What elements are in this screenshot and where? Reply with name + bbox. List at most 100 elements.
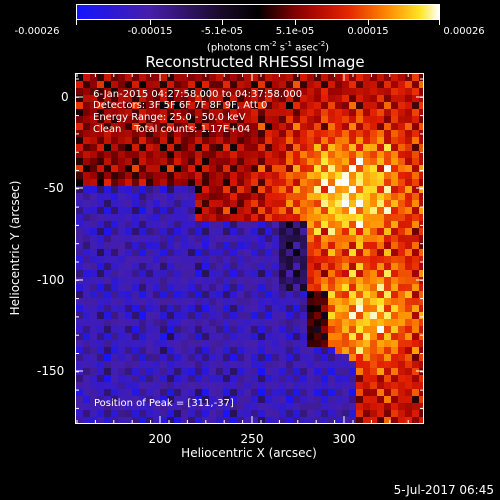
heatmap-cell (237, 74, 245, 82)
heatmap-cell (125, 151, 133, 159)
heatmap-cell (188, 417, 196, 423)
heatmap-cell (265, 102, 273, 110)
heatmap-cell (398, 235, 406, 243)
heatmap-cell (160, 396, 168, 404)
heatmap-cell (223, 193, 231, 201)
heatmap-cell (97, 95, 105, 103)
heatmap-cell (188, 256, 196, 264)
heatmap-cell (244, 116, 252, 124)
heatmap-cell (321, 186, 329, 194)
heatmap-cell (195, 214, 203, 222)
heatmap-cell (202, 221, 210, 229)
heatmap-cell (195, 242, 203, 250)
heatmap-cell (419, 151, 423, 159)
heatmap-cell (174, 382, 182, 390)
heatmap-cell (363, 221, 371, 229)
heatmap-cell (125, 235, 133, 243)
heatmap-cell (90, 130, 98, 138)
heatmap-cell (146, 95, 154, 103)
heatmap-cell (293, 214, 301, 222)
heatmap-cell (391, 410, 399, 418)
heatmap-cell (363, 242, 371, 250)
heatmap-cell (104, 312, 112, 320)
heatmap-cell (160, 249, 168, 257)
heatmap-cell (398, 389, 406, 397)
heatmap-cell (111, 354, 119, 362)
heatmap-cell (104, 333, 112, 341)
heatmap-cell (111, 277, 119, 285)
heatmap-cell (83, 361, 91, 369)
heatmap-cell (202, 298, 210, 306)
heatmap-cell (167, 74, 175, 82)
heatmap-cell (139, 81, 147, 89)
heatmap-cell (300, 116, 308, 124)
heatmap-cell (83, 291, 91, 299)
heatmap-cell (279, 95, 287, 103)
heatmap-cell (202, 179, 210, 187)
heatmap-cell (209, 298, 217, 306)
heatmap-cell (300, 228, 308, 236)
heatmap-cell (265, 305, 273, 313)
heatmap-cell (146, 347, 154, 355)
heatmap-cell (342, 410, 350, 418)
heatmap-cell (272, 207, 280, 215)
heatmap-cell (265, 137, 273, 145)
heatmap-cell (321, 172, 329, 180)
heatmap-cell (370, 284, 378, 292)
heatmap-cell (328, 249, 336, 257)
heatmap-cell (195, 298, 203, 306)
heatmap-cell (230, 403, 238, 411)
heatmap-cell (209, 256, 217, 264)
heatmap-cell (363, 347, 371, 355)
x-axis-label: Heliocentric X (arcsec) (181, 446, 317, 460)
heatmap-cell (132, 228, 140, 236)
heatmap-cell (363, 291, 371, 299)
heatmap-cell (146, 410, 154, 418)
heatmap-cell (251, 95, 259, 103)
heatmap-cell (209, 291, 217, 299)
heatmap-cell (167, 109, 175, 117)
heatmap-cell (237, 95, 245, 103)
heatmap-cell (209, 375, 217, 383)
heatmap-cell (139, 312, 147, 320)
heatmap-cell (265, 256, 273, 264)
heatmap-cell (300, 151, 308, 159)
heatmap-cell (349, 389, 357, 397)
heatmap-cell (90, 403, 98, 411)
heatmap-cell (223, 109, 231, 117)
heatmap-cell (398, 312, 406, 320)
heatmap-cell (272, 410, 280, 418)
heatmap-cell (139, 361, 147, 369)
heatmap-cell (125, 116, 133, 124)
heatmap-cell (307, 333, 315, 341)
heatmap-cell (356, 256, 364, 264)
heatmap-cell (125, 277, 133, 285)
heatmap-cell (181, 340, 189, 348)
heatmap-cell (377, 130, 385, 138)
heatmap-cell (258, 158, 266, 166)
heatmap-cell (195, 81, 203, 89)
heatmap-cell (202, 102, 210, 110)
heatmap-cell (328, 305, 336, 313)
heatmap-cell (146, 403, 154, 411)
heatmap-cell (195, 123, 203, 131)
heatmap-cell (405, 214, 413, 222)
heatmap-cell (412, 214, 420, 222)
heatmap-cell (237, 221, 245, 229)
heatmap-cell (174, 116, 182, 124)
heatmap-cell (125, 228, 133, 236)
heatmap-cell (167, 81, 175, 89)
heatmap-cell (328, 102, 336, 110)
heatmap-cell (97, 81, 105, 89)
heatmap-cell (370, 186, 378, 194)
heatmap-cell (195, 130, 203, 138)
heatmap-cell (328, 81, 336, 89)
heatmap-cell (279, 340, 287, 348)
heatmap-cell (391, 221, 399, 229)
heatmap-cell (118, 291, 126, 299)
colorbar-tick (368, 20, 369, 25)
heatmap-cell (230, 88, 238, 96)
heatmap-cell (356, 382, 364, 390)
heatmap-cell (223, 228, 231, 236)
heatmap-cell (363, 284, 371, 292)
